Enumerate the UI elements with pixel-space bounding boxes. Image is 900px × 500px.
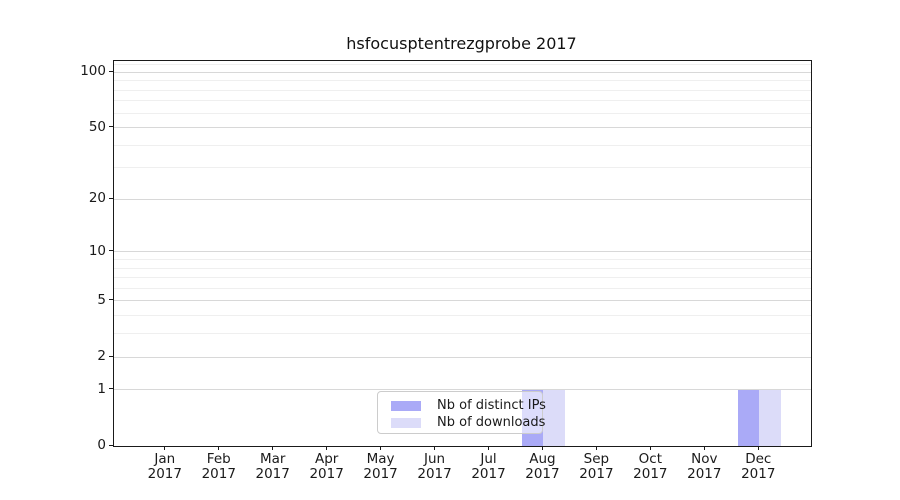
x-axis-tick-label: Nov 2017 [687, 451, 722, 482]
gridline-minor [114, 80, 811, 82]
y-axis-tick-label: 2 [97, 348, 106, 365]
y-axis-tick [109, 126, 113, 128]
gridline-minor [114, 333, 811, 335]
chart-title: hsfocusptentrezgprobe 2017 [346, 34, 577, 53]
gridline-minor [114, 287, 811, 289]
x-axis-tick [380, 446, 382, 450]
y-axis-tick [109, 388, 113, 390]
x-axis-tick-label: Jun 2017 [417, 451, 452, 482]
gridline-minor [114, 144, 811, 146]
y-axis-tick-label: 50 [88, 118, 106, 135]
y-axis-tick-label: 10 [88, 242, 106, 259]
y-axis-tick-label: 0 [97, 437, 106, 453]
legend-label: Nb of distinct IPs [437, 398, 546, 413]
legend-label: Nb of downloads [437, 415, 546, 430]
y-axis-tick [109, 250, 113, 252]
y-axis-tick [109, 197, 113, 199]
x-axis-tick-label: Mar 2017 [255, 451, 290, 482]
x-axis-tick-label: Aug 2017 [525, 451, 560, 482]
x-axis-tick-label: Dec 2017 [741, 451, 776, 482]
x-axis-tick [703, 446, 705, 450]
gridline-major [114, 198, 811, 200]
y-axis-tick-label: 20 [88, 190, 106, 207]
gridline-minor [114, 112, 811, 114]
legend-item: Nb of downloads [391, 415, 546, 431]
x-axis-tick [541, 446, 543, 450]
y-axis-tick [109, 299, 113, 301]
x-axis-tick [434, 446, 436, 450]
y-axis-tick [109, 70, 113, 72]
legend-item: Nb of distinct IPs [391, 398, 546, 414]
gridline-minor [114, 267, 811, 269]
x-axis-tick-label: Feb 2017 [201, 451, 236, 482]
gridline-minor [114, 277, 811, 279]
x-axis-tick [218, 446, 220, 450]
y-axis-tick-label: 100 [80, 63, 106, 80]
x-axis-tick [164, 446, 166, 450]
x-axis-tick-label: May 2017 [363, 451, 398, 482]
x-axis-tick-label: Jul 2017 [471, 451, 506, 482]
y-axis-tick-label: 5 [97, 291, 106, 308]
legend: Nb of distinct IPs Nb of downloads [377, 391, 546, 434]
gridline-major [114, 356, 811, 358]
plot-area [113, 60, 812, 447]
gridline-minor [114, 259, 811, 260]
bar-downloads [759, 389, 781, 446]
bar-downloads [543, 389, 565, 446]
legend-swatch-distinct-ips [391, 401, 421, 411]
x-axis-tick-label: Jan 2017 [147, 451, 182, 482]
gridline-major [114, 127, 811, 129]
y-axis-tick [109, 444, 113, 446]
gridline-minor [114, 64, 811, 66]
x-axis-tick [488, 446, 489, 450]
x-axis-tick [272, 446, 274, 450]
gridline-minor [114, 89, 811, 91]
gridline-minor [114, 167, 811, 169]
gridline-minor [114, 100, 811, 102]
x-axis-tick [326, 446, 328, 450]
x-axis-tick [757, 446, 759, 450]
y-axis-tick [109, 355, 113, 357]
x-axis-tick [595, 446, 597, 450]
x-axis-tick-label: Apr 2017 [309, 451, 344, 482]
gridline-minor [114, 315, 811, 317]
x-axis-tick-label: Sep 2017 [579, 451, 614, 482]
gridline-major [114, 300, 811, 302]
legend-swatch-downloads [391, 418, 421, 428]
gridline-major [114, 251, 811, 253]
x-axis-tick [649, 446, 651, 450]
gridline-major [114, 71, 811, 73]
bar-distinct-ips [737, 389, 760, 446]
y-axis-tick-label: 1 [97, 380, 106, 397]
gridline-major [114, 389, 811, 391]
x-axis-tick-label: Oct 2017 [633, 451, 668, 482]
